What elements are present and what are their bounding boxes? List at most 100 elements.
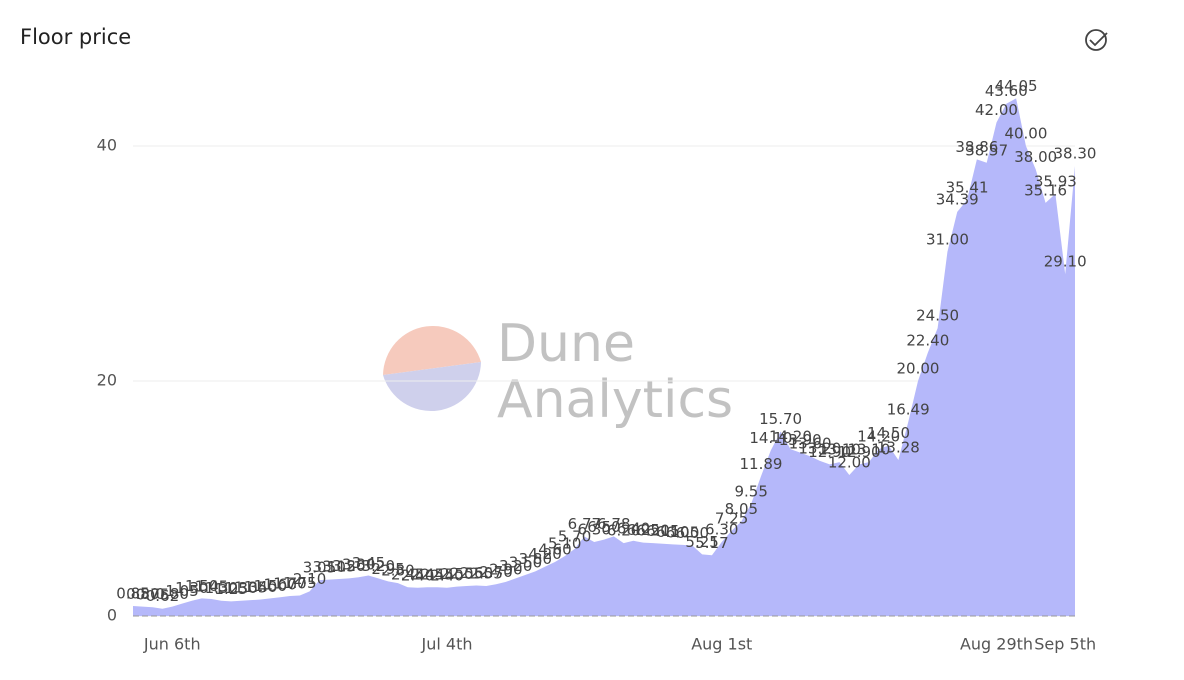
data-label: 3.05 [303, 559, 336, 577]
x-tick-label: Aug 1st [691, 635, 752, 654]
data-label: 12.90 [808, 443, 851, 461]
data-label: 13.20 [798, 439, 841, 457]
data-label: 2.90 [489, 560, 522, 578]
data-label: 3.10 [313, 558, 346, 576]
data-label: 0.85 [116, 585, 149, 603]
check-icon[interactable] [1085, 29, 1108, 51]
data-label: 31.00 [926, 230, 969, 248]
data-label: 44.05 [995, 77, 1038, 95]
data-label: 29.10 [1044, 253, 1087, 271]
data-label: 6.50 [587, 518, 620, 536]
data-label: 7.25 [715, 509, 748, 527]
data-label: 42.00 [975, 101, 1018, 119]
data-label: 2.40 [430, 566, 463, 584]
watermark-text: Dune [497, 314, 635, 374]
data-label: 3.80 [519, 550, 552, 568]
data-label: 5.70 [558, 528, 591, 546]
data-label: 13.90 [779, 431, 822, 449]
data-label: 2.45 [420, 566, 453, 584]
data-label: 2.70 [479, 563, 512, 581]
data-label: 2.55 [470, 565, 503, 583]
data-label: 38.30 [1054, 144, 1097, 162]
watermark-text: Analytics [497, 370, 733, 430]
data-label: 6.10 [656, 523, 689, 541]
data-label: 22.40 [906, 331, 949, 349]
data-label: 5.17 [695, 534, 728, 552]
data-label: 2.60 [460, 564, 493, 582]
x-tick-label: Jul 4th [421, 635, 473, 654]
data-label: 24.50 [916, 307, 959, 325]
data-label: 1.25 [214, 580, 247, 598]
data-label: 3.20 [362, 557, 395, 575]
data-label: 6.30 [577, 520, 610, 538]
data-label: 0.75 [136, 586, 169, 604]
data-label: 0.80 [156, 585, 189, 603]
data-label: 3.30 [342, 556, 375, 574]
data-label: 9.55 [734, 482, 767, 500]
chart-title: Floor price [20, 25, 131, 49]
data-label: 35.41 [946, 178, 989, 196]
data-label: 15.70 [759, 410, 802, 428]
data-label: 3.15 [322, 557, 355, 575]
data-label: 5.25 [685, 533, 718, 551]
data-label: 14.10 [749, 429, 792, 447]
data-label: 38.00 [1014, 148, 1057, 166]
data-label: 40.00 [1004, 125, 1047, 143]
data-label: 0.80 [126, 585, 159, 603]
data-label: 12.90 [838, 443, 881, 461]
data-label: 6.40 [617, 519, 650, 537]
data-label: 6.20 [607, 522, 640, 540]
data-label: 1.50 [185, 577, 218, 595]
data-label: 1.70 [273, 575, 306, 593]
data-label: 6.20 [636, 522, 669, 540]
watermark: Dune Analytics [383, 314, 733, 430]
data-label: 3.20 [499, 557, 532, 575]
data-label: 6.30 [705, 520, 738, 538]
data-label: 16.49 [887, 401, 930, 419]
data-label: 1.30 [175, 579, 208, 597]
data-label: 2.80 [381, 562, 414, 580]
data-label: 35.93 [1034, 172, 1077, 190]
data-label: 5.10 [548, 535, 581, 553]
data-label: 2.45 [411, 566, 444, 584]
data-label: 3.45 [352, 554, 385, 572]
data-label: 4.20 [528, 545, 561, 563]
data-label: 13.10 [847, 441, 890, 459]
data-label: 2.55 [450, 565, 483, 583]
data-label: 14.20 [769, 428, 812, 446]
data-label: 13.28 [877, 438, 920, 456]
data-label: 43.60 [985, 82, 1028, 100]
data-label: 38.57 [965, 141, 1008, 159]
data-label: 3.20 [332, 557, 365, 575]
data-label: 1.60 [263, 576, 296, 594]
y-tick-label: 40 [97, 136, 117, 155]
data-label: 11.89 [740, 455, 783, 473]
data-label: 13.10 [818, 441, 861, 459]
y-tick-label: 0 [107, 606, 117, 625]
data-label: 1.35 [234, 579, 267, 597]
x-tick-label: Jun 6th [143, 635, 201, 654]
data-label: 6.25 [627, 521, 660, 539]
data-label: 34.39 [936, 190, 979, 208]
data-label: 6.77 [568, 515, 601, 533]
data-label: 1.05 [165, 582, 198, 600]
data-label: 3.50 [509, 553, 542, 571]
data-label: 2.95 [371, 560, 404, 578]
data-label: 14.50 [867, 424, 910, 442]
data-label: 38.86 [955, 138, 998, 156]
data-label: 14.20 [857, 428, 900, 446]
data-label: 2.50 [440, 565, 473, 583]
data-label: 12.00 [828, 454, 871, 472]
data-label: 8.05 [725, 500, 758, 518]
data-label: 4.60 [538, 540, 571, 558]
data-label: 2.40 [401, 566, 434, 584]
data-label: 1.45 [195, 577, 228, 595]
data-label: 0.62 [146, 587, 179, 605]
data-label: 2.10 [293, 570, 326, 588]
data-label: 6.00 [676, 524, 709, 542]
data-label: 6.78 [597, 515, 630, 533]
data-label: 6.15 [646, 522, 679, 540]
data-label: 1.40 [244, 578, 277, 596]
y-tick-label: 20 [97, 371, 117, 390]
